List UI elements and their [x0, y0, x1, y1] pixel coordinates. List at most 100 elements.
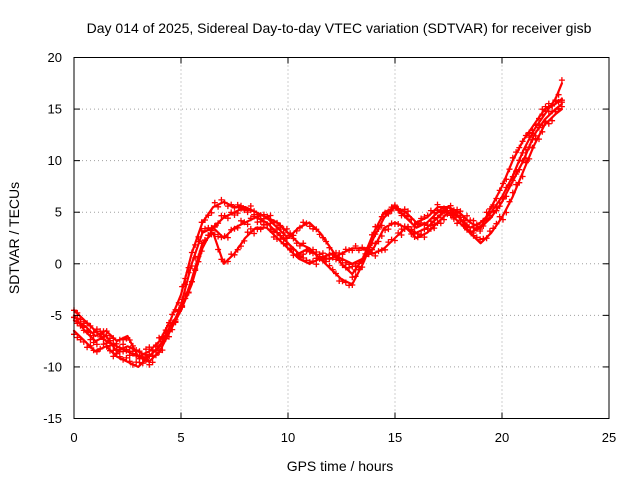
data-point-marker: [496, 213, 503, 220]
data-point-marker: [218, 196, 225, 203]
data-point-marker: [156, 347, 163, 354]
data-point-marker: [509, 189, 516, 196]
data-point-marker: [500, 216, 506, 223]
data-point-marker: [87, 322, 94, 329]
data-point-marker: [326, 244, 333, 251]
data-point-marker: [418, 219, 425, 226]
data-point-marker: [506, 198, 513, 205]
data-point-marker: [513, 181, 520, 188]
data-point-marker: [496, 187, 503, 194]
data-point-marker: [490, 225, 497, 232]
data-point-marker: [509, 154, 516, 161]
data-point-marker: [375, 224, 382, 231]
data-point-marker: [211, 231, 218, 238]
data-point-marker: [110, 353, 117, 360]
data-point-marker: [536, 124, 542, 131]
data-point-marker: [270, 234, 277, 240]
data-point-marker: [522, 132, 529, 139]
data-point-marker: [149, 353, 156, 360]
data-point-marker: [477, 226, 484, 233]
data-point-marker: [411, 223, 418, 230]
data-point-marker: [516, 144, 523, 151]
x-tick-label: 0: [70, 430, 77, 445]
data-point-marker: [84, 320, 91, 327]
series-track-1: [71, 77, 565, 362]
data-point-marker: [382, 210, 389, 217]
data-point-marker: [496, 203, 503, 210]
data-point-marker: [483, 209, 490, 216]
data-point-marker: [234, 210, 241, 217]
data-point-marker: [238, 217, 244, 224]
data-point-marker: [84, 327, 91, 334]
data-point-marker: [401, 223, 408, 230]
y-tick-label: -10: [43, 359, 62, 374]
data-point-marker: [113, 350, 120, 357]
data-point-marker: [342, 279, 349, 286]
data-point-marker: [192, 266, 199, 272]
data-point-marker: [251, 213, 258, 220]
data-point-marker: [529, 127, 536, 134]
data-point-marker: [342, 246, 349, 253]
data-point-marker: [519, 158, 526, 165]
data-point-marker: [323, 238, 330, 245]
data-point-marker: [529, 136, 536, 143]
data-point-marker: [434, 214, 441, 221]
data-point-marker: [241, 219, 248, 226]
data-point-marker: [470, 232, 477, 239]
data-point-marker: [552, 108, 559, 115]
data-point-marker: [539, 106, 546, 113]
data-point-marker: [342, 259, 349, 266]
data-point-marker: [293, 251, 300, 258]
data-point-marker: [558, 97, 565, 104]
data-point-marker: [224, 234, 231, 241]
data-point-marker: [319, 234, 326, 241]
data-point-marker: [283, 225, 290, 232]
data-point-marker: [215, 203, 222, 210]
data-point-marker: [188, 278, 195, 285]
data-point-marker: [352, 262, 359, 268]
data-point-marker: [519, 173, 526, 180]
data-point-marker: [319, 250, 326, 257]
data-point-marker: [87, 336, 94, 343]
data-point-marker: [103, 343, 110, 350]
data-point-marker: [401, 212, 408, 219]
data-point-marker: [143, 354, 149, 361]
data-point-marker: [244, 229, 251, 236]
data-point-marker: [454, 220, 461, 227]
data-point-marker: [522, 159, 529, 166]
data-point-marker: [293, 227, 300, 234]
data-point-marker: [545, 120, 552, 127]
data-point-marker: [355, 247, 362, 254]
data-point-marker: [434, 201, 441, 208]
data-point-marker: [283, 241, 290, 248]
data-point-marker: [558, 103, 565, 110]
data-point-marker: [74, 334, 81, 341]
data-point-marker: [195, 253, 202, 260]
data-point-marker: [437, 220, 444, 227]
data-point-marker: [221, 199, 228, 206]
data-point-marker: [355, 260, 362, 267]
data-point-marker: [427, 225, 434, 232]
data-point-marker: [274, 229, 280, 236]
data-point-marker: [513, 171, 520, 177]
data-point-marker: [87, 342, 94, 349]
data-point-marker: [473, 225, 480, 232]
data-point-marker: [116, 348, 123, 355]
data-point-marker: [349, 247, 356, 254]
data-point-marker: [509, 177, 516, 184]
data-point-marker: [208, 227, 215, 234]
data-point-marker: [221, 233, 228, 240]
data-point-marker: [513, 149, 520, 156]
data-point-marker: [306, 223, 313, 230]
data-point-marker: [247, 203, 254, 209]
data-point-marker: [316, 231, 323, 238]
data-point-marker: [296, 254, 303, 261]
data-point-marker: [558, 77, 565, 84]
data-point-marker: [362, 247, 369, 254]
data-point-marker: [146, 344, 153, 351]
data-point-marker: [280, 229, 287, 236]
data-point-marker: [123, 354, 130, 361]
data-point-marker: [146, 361, 153, 368]
data-point-marker: [549, 103, 556, 109]
data-point-marker: [93, 341, 100, 348]
